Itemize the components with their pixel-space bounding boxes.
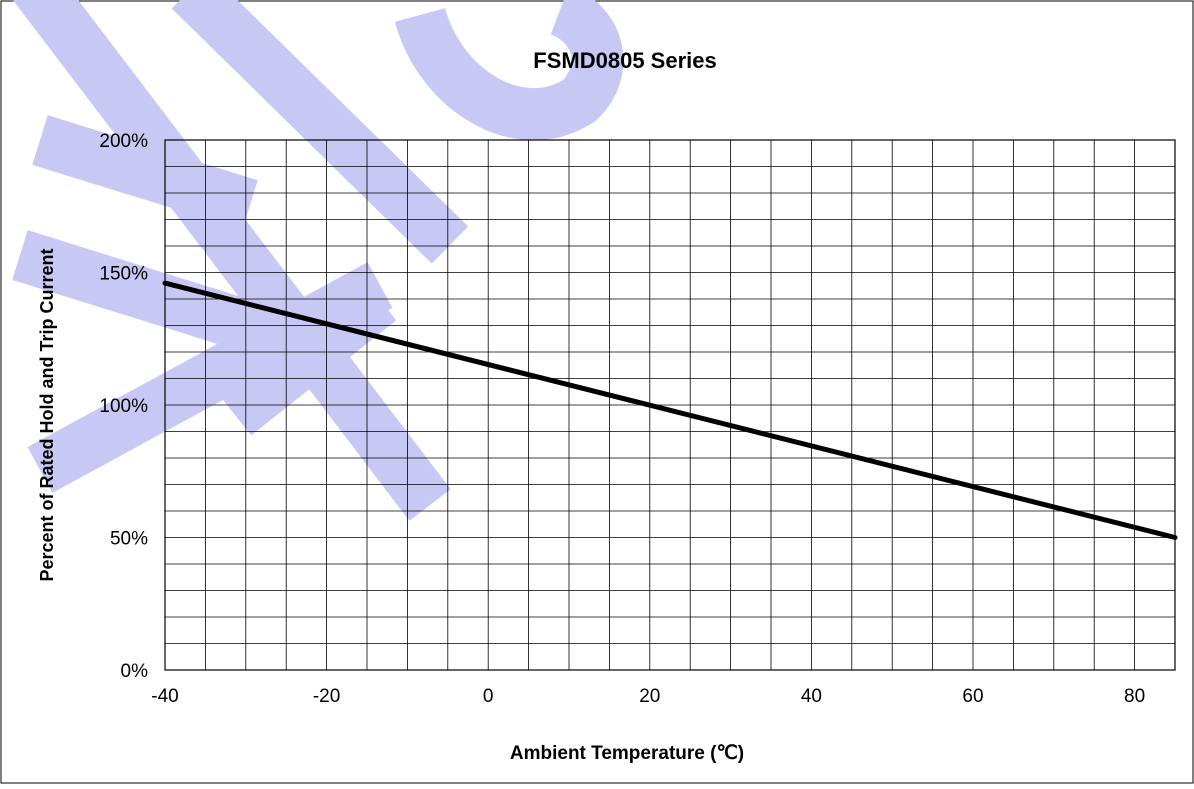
watermark-stroke (32, 115, 258, 230)
x-tick-label: -40 (151, 686, 178, 707)
series-layer (162, 280, 1178, 540)
y-tick-labels: 0% 50% 100% 150% 200% (99, 131, 148, 682)
x-tick-label: 0 (483, 686, 494, 707)
watermark-stroke (171, 0, 469, 264)
series-line (162, 280, 1178, 540)
x-tick-label: 40 (801, 686, 822, 707)
watermark-stroke (394, 0, 624, 141)
watermark-stroke (218, 279, 397, 436)
plot-area (164, 139, 1176, 671)
x-tick-label: 20 (639, 686, 660, 707)
x-tick-label: 80 (1124, 686, 1145, 707)
watermark-stroke (12, 230, 268, 355)
y-tick-label: 200% (99, 131, 148, 152)
watermark (12, 0, 624, 521)
y-tick-label: 0% (121, 661, 149, 682)
x-tick-label: -20 (313, 686, 340, 707)
y-tick-label: 100% (99, 396, 148, 417)
x-tick-label: 60 (962, 686, 983, 707)
y-tick-label: 50% (110, 529, 148, 550)
x-tick-labels: -40 -20 0 20 40 60 80 (151, 686, 1145, 707)
watermark-stroke (12, 0, 451, 521)
x-axis-label: Ambient Temperature (℃) (510, 743, 744, 764)
y-tick-label: 150% (99, 264, 148, 285)
chart-title: FSMD0805 Series (533, 48, 716, 73)
y-axis-label: Percent of Rated Hold and Trip Current (37, 248, 57, 581)
grid (164, 139, 1176, 671)
